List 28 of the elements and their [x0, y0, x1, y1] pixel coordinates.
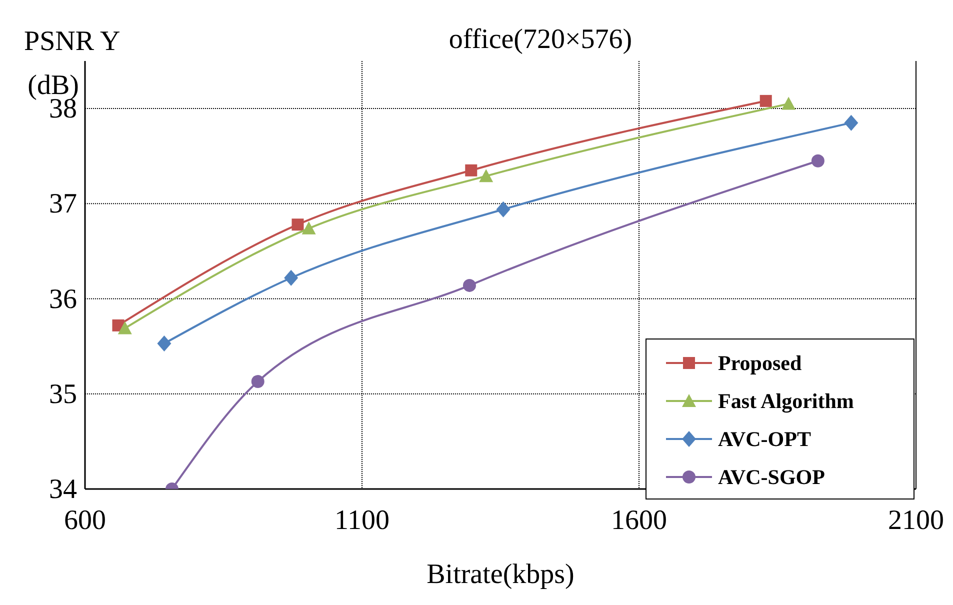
- legend-label: AVC-OPT: [718, 427, 811, 451]
- point: [811, 154, 824, 168]
- legend-label: Proposed: [718, 351, 802, 375]
- x-axis-title: Bitrate(kbps): [426, 559, 574, 590]
- point: [118, 321, 132, 334]
- point: [479, 169, 494, 182]
- y-tick-label: 34: [49, 474, 77, 505]
- point: [465, 164, 478, 176]
- y-tick-label: 37: [49, 188, 77, 220]
- x-tick-label: 1600: [611, 505, 667, 536]
- legend-label: Fast Algorithm: [718, 389, 854, 413]
- y-tick-label: 35: [49, 378, 77, 410]
- point: [760, 94, 772, 107]
- point: [496, 201, 510, 218]
- point: [157, 335, 172, 352]
- point: [251, 375, 264, 388]
- legend-label: AVC-SGOP: [718, 465, 826, 489]
- x-tick-label: 1100: [334, 505, 390, 536]
- chart-title: office(720×576): [448, 24, 632, 55]
- x-tick-label: 600: [64, 505, 106, 536]
- point: [462, 278, 476, 292]
- point: [782, 96, 796, 110]
- point: [284, 270, 298, 286]
- point: [844, 114, 858, 131]
- point: [292, 218, 304, 231]
- y-tick-label: 36: [49, 284, 77, 315]
- x-tick-label: 2100: [888, 505, 944, 536]
- point: [302, 221, 316, 234]
